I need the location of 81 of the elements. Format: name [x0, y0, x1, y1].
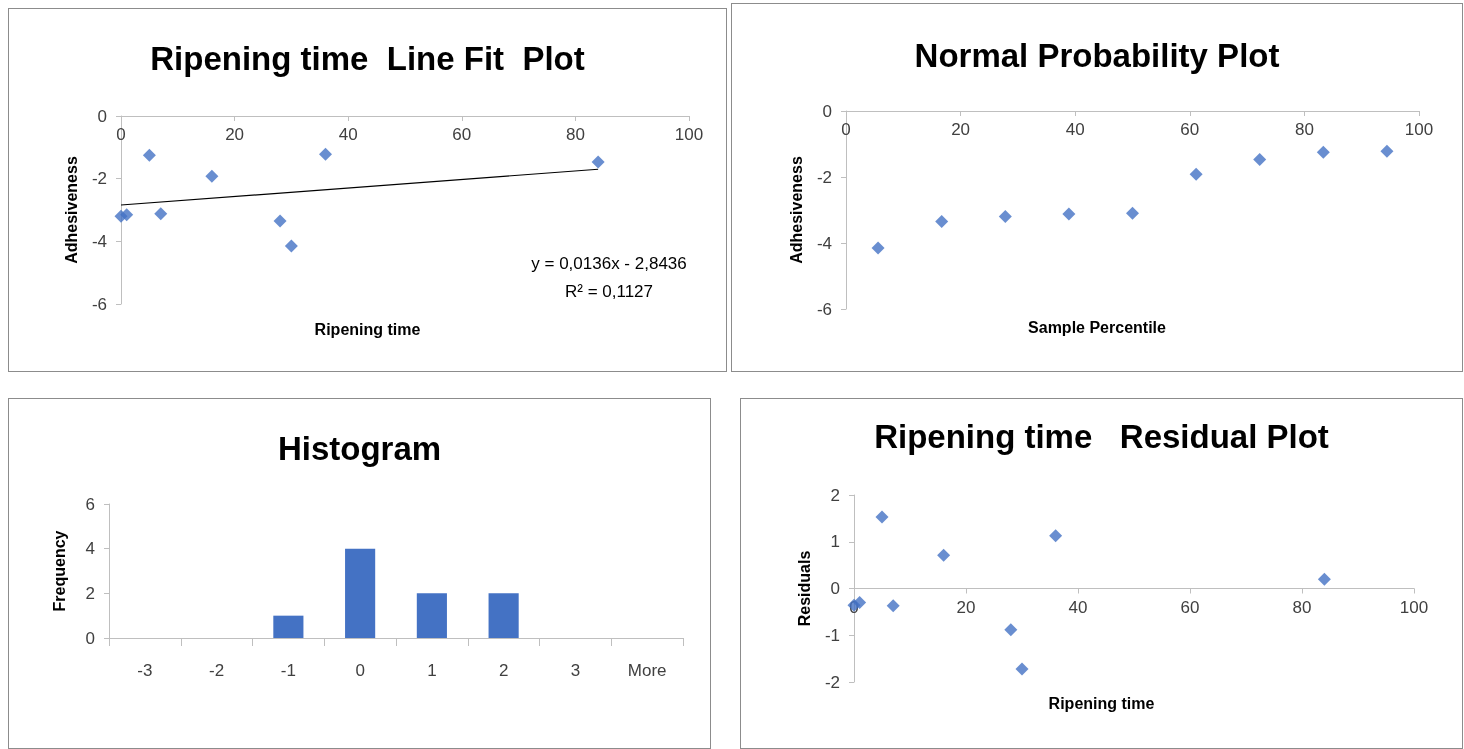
- x-tick-label: -2: [209, 661, 225, 680]
- x-tick-label: 3: [570, 661, 581, 680]
- x-axis-title: Ripening time: [1048, 694, 1155, 712]
- y-tick-label: 0: [830, 579, 840, 598]
- bar: [416, 593, 447, 638]
- annotation: R² = 0,1127: [564, 282, 654, 301]
- point: [120, 208, 134, 222]
- point: [154, 207, 168, 221]
- point: [935, 215, 949, 229]
- point: [871, 241, 885, 255]
- x-tick-label: 100: [1399, 597, 1429, 617]
- point: [1253, 153, 1267, 167]
- x-tick-label: 20: [956, 597, 976, 617]
- point: [1004, 623, 1018, 637]
- point: [318, 147, 332, 161]
- x-tick-label: 0: [116, 125, 126, 144]
- y-tick-label: 2: [85, 583, 95, 603]
- y-tick-label: -2: [91, 169, 107, 189]
- y-axis-title: Frequency: [50, 530, 68, 612]
- x-tick-label: 100: [1404, 120, 1434, 139]
- bar: [273, 615, 304, 638]
- point: [886, 599, 900, 613]
- point: [273, 214, 287, 228]
- annotation: y = 0,0136x - 2,8436: [531, 254, 687, 273]
- chart-title: Normal Probability Plot: [914, 37, 1280, 74]
- y-axis-title: Adhesiveness: [787, 156, 805, 264]
- x-tick-label: 20: [951, 120, 971, 139]
- point: [205, 169, 219, 183]
- x-tick-label: 1: [427, 661, 437, 680]
- x-tick-label: 60: [1180, 120, 1200, 139]
- y-tick-label: -2: [816, 167, 832, 187]
- point: [875, 510, 889, 524]
- y-tick-label: -6: [816, 299, 832, 319]
- x-tick-label: 40: [1068, 597, 1088, 617]
- bar: [488, 593, 519, 638]
- y-tick-label: 2: [830, 485, 840, 505]
- y-tick-label: -1: [824, 625, 840, 645]
- x-tick-label: 100: [674, 125, 704, 144]
- point: [1316, 145, 1330, 159]
- y-tick-label: 0: [85, 628, 95, 648]
- x-tick-label: -3: [137, 661, 153, 680]
- point: [591, 155, 605, 169]
- y-tick-label: 6: [85, 494, 95, 514]
- point: [1126, 206, 1139, 220]
- x-tick-label: 60: [452, 125, 472, 144]
- point: [937, 548, 951, 562]
- x-tick-label: 40: [338, 125, 358, 144]
- y-tick-label: 0: [822, 101, 832, 121]
- y-tick-label: -6: [91, 294, 107, 314]
- point: [1189, 167, 1203, 181]
- point: [1380, 144, 1394, 158]
- x-tick-label: -1: [280, 661, 296, 680]
- y-tick-label: -4: [816, 233, 832, 253]
- point: [1015, 662, 1029, 676]
- x-tick-label: 2: [498, 661, 509, 680]
- x-tick-label: 20: [225, 125, 245, 144]
- y-tick-label: -4: [91, 231, 107, 251]
- bar: [345, 548, 376, 638]
- x-tick-label: 0: [355, 661, 365, 680]
- point: [1049, 529, 1063, 543]
- x-tick-label: 60: [1180, 597, 1200, 617]
- y-tick-label: 0: [97, 106, 107, 126]
- y-axis-title: Adhesiveness: [62, 156, 80, 264]
- x-tick-label: 40: [1065, 120, 1085, 139]
- chart-title: Histogram: [277, 430, 442, 467]
- chart-title: Ripening time Line Fit Plot: [150, 40, 585, 77]
- x-tick-label: More: [627, 661, 667, 680]
- y-tick-label: 1: [830, 532, 840, 552]
- y-axis-title: Residuals: [795, 550, 813, 627]
- x-tick-label: 80: [565, 125, 585, 144]
- point: [142, 148, 156, 162]
- x-axis-title: Ripening time: [314, 320, 421, 338]
- chart-title: Ripening time Residual Plot: [874, 418, 1329, 455]
- y-tick-label: 4: [85, 539, 95, 559]
- point: [284, 239, 298, 253]
- x-tick-label: 80: [1292, 597, 1312, 617]
- x-tick-label: 80: [1294, 120, 1314, 139]
- point: [1317, 572, 1331, 586]
- point: [998, 210, 1012, 224]
- x-axis-title: Sample Percentile: [1028, 318, 1167, 336]
- point: [1062, 207, 1076, 221]
